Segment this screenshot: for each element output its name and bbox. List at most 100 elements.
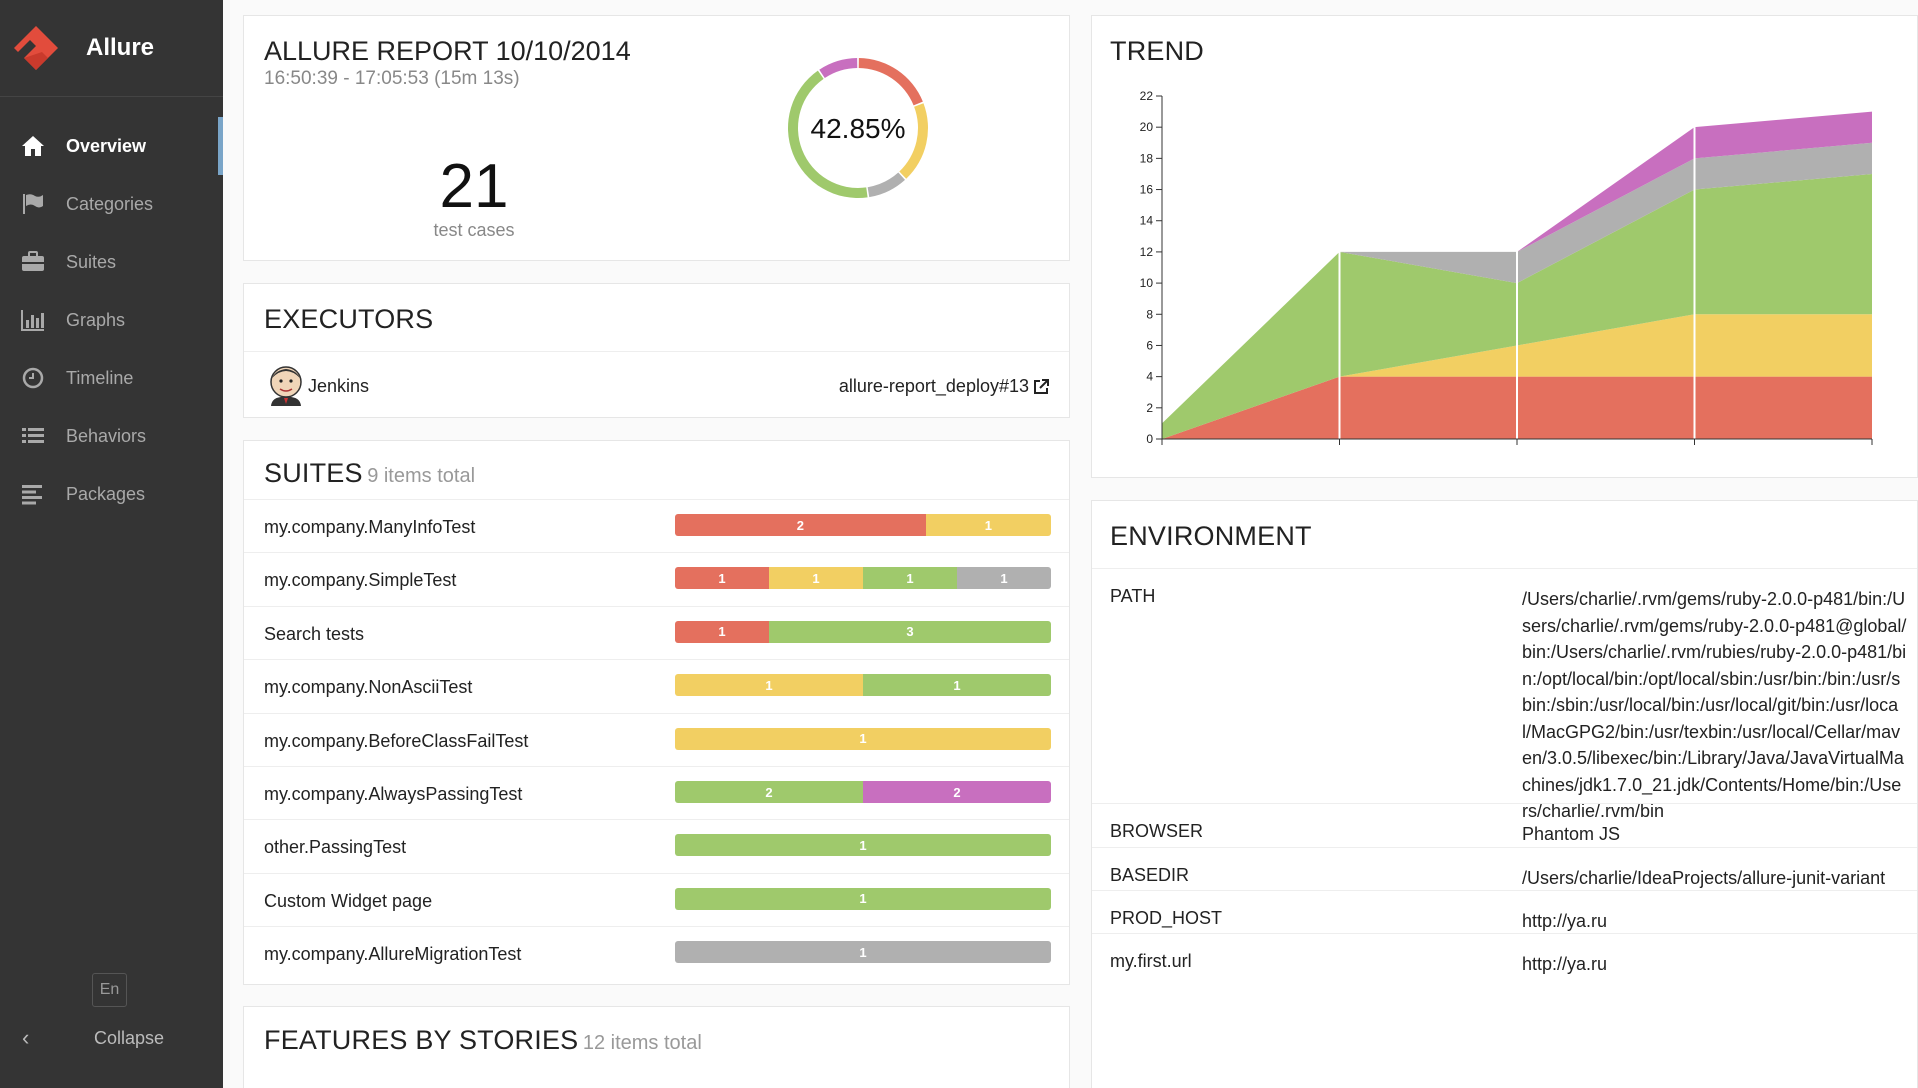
environment-row: my.first.url http://ya.ru bbox=[1092, 933, 1917, 993]
status-donut-chart[interactable]: 42.85% bbox=[766, 36, 950, 220]
status-segment[interactable]: 2 bbox=[863, 781, 1051, 803]
sidebar-item-packages[interactable]: Packages bbox=[0, 465, 223, 523]
suite-status-bar[interactable]: 1 bbox=[675, 834, 1051, 857]
suite-row[interactable]: Custom Widget page 1 bbox=[244, 872, 1069, 926]
environment-key: PROD_HOST bbox=[1110, 908, 1223, 928]
y-tick-label: 12 bbox=[1140, 245, 1154, 259]
test-case-count-label: test cases bbox=[433, 220, 515, 240]
trend-area-unknown[interactable] bbox=[1162, 111, 1872, 424]
donut-slice-broken[interactable] bbox=[899, 103, 928, 179]
suite-row[interactable]: other.PassingTest 1 bbox=[244, 819, 1069, 872]
brand[interactable]: Allure bbox=[0, 0, 223, 97]
suite-name: my.company.AllureMigrationTest bbox=[264, 944, 522, 965]
divider bbox=[244, 351, 1069, 352]
sidebar-item-label: Packages bbox=[66, 483, 146, 504]
sidebar-item-label: Categories bbox=[66, 193, 154, 214]
external-link-icon bbox=[1034, 378, 1049, 394]
status-segment[interactable]: 3 bbox=[769, 620, 1051, 643]
trend-widget: TREND 0 2 4 6 8 10 12 14 16 18 20 22 bbox=[1091, 15, 1918, 478]
suite-row[interactable]: my.company.BeforeClassFailTest 1 bbox=[244, 712, 1069, 766]
status-segment[interactable]: 2 bbox=[675, 781, 863, 803]
sidebar-item-overview[interactable]: Overview bbox=[0, 117, 223, 175]
trend-title: TREND bbox=[1110, 36, 1204, 66]
suite-status-bar[interactable]: 1 bbox=[675, 727, 1051, 750]
status-segment[interactable]: 1 bbox=[675, 727, 1051, 750]
suite-row[interactable]: my.company.AlwaysPassingTest 2 2 bbox=[244, 766, 1069, 819]
home-icon bbox=[20, 133, 46, 159]
sidebar-item-label: Graphs bbox=[66, 309, 126, 330]
clock-icon bbox=[20, 365, 46, 391]
environment-row: PATH/Users/charlie/.rvm/gems/ruby-2.0.0-… bbox=[1092, 568, 1917, 821]
suite-status-bar[interactable]: 1 bbox=[675, 887, 1051, 910]
collapse-button[interactable]: ‹ Collapse bbox=[22, 1025, 164, 1051]
features-widget: FEATURES BY STORIES 12 items total bbox=[243, 1006, 1070, 1088]
environment-widget: ENVIRONMENT PATH/Users/charlie/.rvm/gems… bbox=[1091, 500, 1918, 1088]
sidebar-item-label: Suites bbox=[66, 251, 117, 272]
status-segment[interactable]: 1 bbox=[675, 834, 1051, 857]
environment-value: Phantom JS bbox=[1522, 824, 1621, 844]
status-segment[interactable]: 2 bbox=[675, 514, 926, 536]
environment-key: BASEDIR bbox=[1110, 865, 1190, 885]
y-tick-label: 8 bbox=[1146, 307, 1153, 321]
jenkins-avatar-icon bbox=[270, 366, 302, 406]
suite-name: Search tests bbox=[264, 623, 365, 644]
align-left-icon bbox=[20, 481, 46, 507]
features-title: FEATURES BY STORIES bbox=[264, 1025, 579, 1055]
suites-header[interactable]: SUITES 9 items total bbox=[264, 458, 475, 489]
status-segment[interactable]: 1 bbox=[863, 567, 957, 590]
status-segment[interactable]: 1 bbox=[925, 514, 1051, 536]
environment-value: http://ya.ru bbox=[1522, 911, 1608, 931]
suite-row[interactable]: my.company.ManyInfoTest 2 1 bbox=[244, 499, 1069, 552]
donut-slice-passed[interactable] bbox=[788, 70, 868, 198]
trend-chart[interactable]: 0 2 4 6 8 10 12 14 16 18 20 22 bbox=[1112, 86, 1892, 456]
suite-name: Custom Widget page bbox=[264, 890, 433, 911]
sidebar-item-timeline[interactable]: Timeline bbox=[0, 349, 223, 407]
sidebar-item-label: Overview bbox=[66, 135, 147, 156]
y-tick-label: 22 bbox=[1140, 89, 1154, 103]
app-name: Allure bbox=[86, 34, 155, 61]
suite-name: my.company.ManyInfoTest bbox=[264, 517, 476, 537]
y-tick-label: 16 bbox=[1140, 183, 1154, 197]
bar-chart-icon bbox=[20, 307, 46, 333]
features-header[interactable]: FEATURES BY STORIES 12 items total bbox=[264, 1025, 702, 1056]
sidebar-item-categories[interactable]: Categories bbox=[0, 175, 223, 233]
features-count: 12 items total bbox=[582, 1032, 702, 1054]
environment-row: BROWSER Phantom JS bbox=[1092, 803, 1917, 847]
status-segment[interactable]: 1 bbox=[675, 620, 769, 643]
status-segment[interactable]: 1 bbox=[957, 567, 1051, 590]
status-segment[interactable]: 1 bbox=[675, 674, 863, 697]
suite-name: my.company.NonAsciiTest bbox=[264, 677, 473, 698]
donut-slice-skipped[interactable] bbox=[867, 172, 905, 198]
suite-row[interactable]: my.company.SimpleTest 1 1 1 1 bbox=[244, 552, 1069, 605]
donut-slice-failed[interactable] bbox=[858, 58, 923, 106]
environment-value: /Users/charlie/.rvm/gems/ruby-2.0.0-p481… bbox=[1522, 589, 1907, 821]
suite-status-bar[interactable]: 1 bbox=[675, 941, 1051, 964]
suite-row[interactable]: my.company.AllureMigrationTest 1 bbox=[244, 926, 1069, 979]
suite-row[interactable]: Search tests 1 3 bbox=[244, 605, 1069, 659]
donut-slice-unknown[interactable] bbox=[819, 58, 858, 79]
suite-name: my.company.SimpleTest bbox=[264, 570, 457, 591]
status-segment[interactable]: 1 bbox=[863, 674, 1051, 697]
environment-key: my.first.url bbox=[1110, 951, 1192, 971]
language-switch[interactable]: En bbox=[92, 973, 127, 1007]
executors-title: EXECUTORS bbox=[264, 304, 434, 334]
environment-value: http://ya.ru bbox=[1522, 954, 1608, 974]
executor-build-link[interactable]: allure-report_deploy#13 bbox=[839, 376, 1049, 397]
sidebar-item-graphs[interactable]: Graphs bbox=[0, 291, 223, 349]
status-segment[interactable]: 1 bbox=[769, 567, 863, 590]
suite-row[interactable]: my.company.NonAsciiTest 1 1 bbox=[244, 659, 1069, 712]
sidebar-item-label: Behaviors bbox=[66, 425, 147, 446]
status-segment[interactable]: 1 bbox=[675, 887, 1051, 910]
environment-key: BROWSER bbox=[1110, 821, 1204, 841]
list-icon bbox=[20, 423, 46, 449]
sidebar-item-suites[interactable]: Suites bbox=[0, 233, 223, 291]
status-segment[interactable]: 1 bbox=[675, 567, 769, 590]
status-segment[interactable]: 1 bbox=[675, 941, 1051, 964]
sidebar-item-behaviors[interactable]: Behaviors bbox=[0, 407, 223, 465]
